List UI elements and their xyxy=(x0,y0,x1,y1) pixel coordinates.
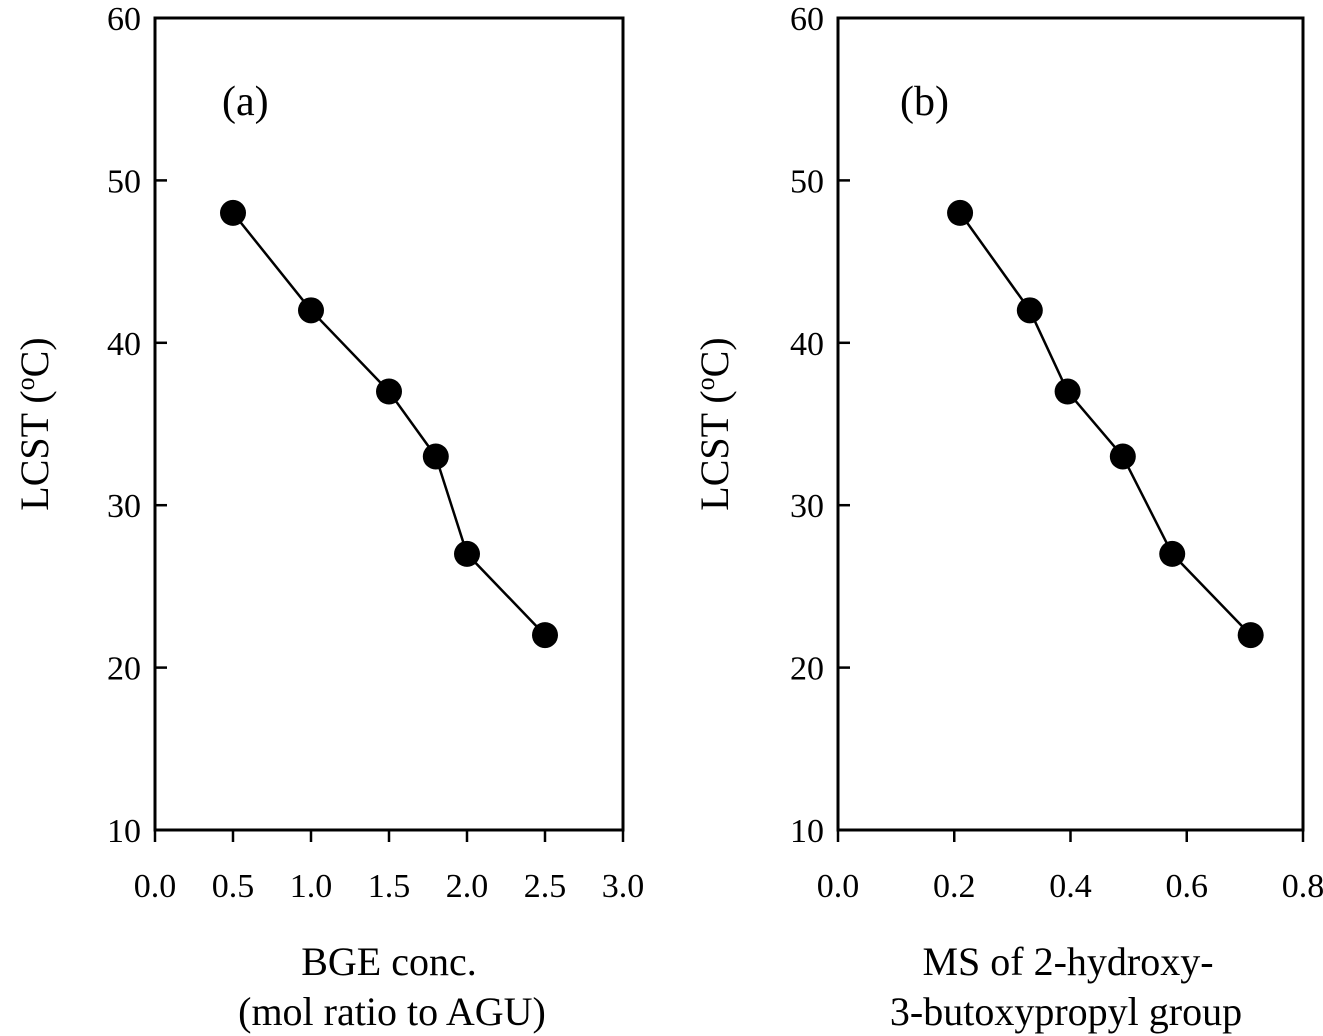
data-point-b-3 xyxy=(1109,443,1136,470)
x-tick-label-a-0: 0.0 xyxy=(134,868,177,905)
x-tick-label-b-2: 0.4 xyxy=(1049,868,1092,905)
x-axis-title-b-line1: MS of 2-hydroxy- xyxy=(922,939,1213,984)
y-tick-label-b-4: 50 xyxy=(790,163,824,200)
data-point-a-4 xyxy=(454,540,480,567)
x-tick-label-a-1: 0.5 xyxy=(212,868,255,905)
y-tick-label-a-3: 40 xyxy=(107,326,141,363)
y-tick-label-a-1: 20 xyxy=(107,651,141,688)
y-tick-label-b-0: 10 xyxy=(790,813,824,850)
panel-label-a: (a) xyxy=(222,79,269,125)
y-tick-label-a-2: 30 xyxy=(107,488,141,525)
x-tick-label-b-1: 0.2 xyxy=(933,868,976,905)
x-tick-label-a-6: 3.0 xyxy=(602,868,645,905)
panel-b: 10 20 30 40 50 60 0.0 0.2 0.4 0.6 0.8 (b) LCST (o… xyxy=(691,1,1323,1034)
panel-label-b: (b) xyxy=(900,79,949,125)
data-point-a-0 xyxy=(220,199,246,226)
data-point-a-5 xyxy=(532,622,558,649)
data-point-a-1 xyxy=(298,297,324,324)
x-tick-label-b-0: 0.0 xyxy=(817,868,860,905)
y-tick-label-b-3: 40 xyxy=(790,326,824,363)
y-tick-label-b-2: 30 xyxy=(790,488,824,525)
x-ticks-a: 0.0 0.5 1.0 1.5 2.0 2.5 3.0 xyxy=(134,830,645,905)
y-ticks-a: 10 20 30 40 50 60 xyxy=(107,1,167,850)
data-point-b-0 xyxy=(947,199,974,226)
y-tick-label-a-5: 60 xyxy=(107,1,141,38)
y-axis-title-a: LCST (oC) xyxy=(11,337,57,510)
data-point-a-3 xyxy=(422,443,449,470)
y-tick-label-b-5: 60 xyxy=(790,1,824,38)
panel-a: 10 20 30 40 50 60 0.0 0.5 1.0 1.5 2.0 2.5 3.0 (a) L… xyxy=(11,1,644,1034)
data-point-b-4 xyxy=(1159,540,1186,567)
data-point-b-1 xyxy=(1016,297,1043,324)
y-axis-title-b: LCST (oC) xyxy=(691,337,737,510)
y-ticks-b: 10 20 30 40 50 60 xyxy=(790,1,850,850)
x-ticks-b: 0.0 0.2 0.4 0.6 0.8 xyxy=(817,830,1323,905)
x-axis-title-b-line2: 3-butoxypropyl group xyxy=(890,989,1242,1034)
data-points-b xyxy=(947,199,1264,649)
plot-frame-a xyxy=(153,16,625,832)
x-tick-label-b-3: 0.6 xyxy=(1166,868,1209,905)
x-tick-label-b-4: 0.8 xyxy=(1282,868,1323,905)
series-line-b xyxy=(959,212,1252,636)
y-tick-label-a-0: 10 xyxy=(107,813,141,850)
x-axis-title-a-line1: BGE conc. xyxy=(301,939,477,984)
series-line-a xyxy=(232,212,546,636)
data-points-a xyxy=(220,199,558,649)
x-tick-label-a-3: 1.5 xyxy=(368,868,411,905)
x-tick-label-a-2: 1.0 xyxy=(290,868,333,905)
x-axis-title-a-line2: (mol ratio to AGU) xyxy=(238,989,546,1034)
data-point-b-2 xyxy=(1054,378,1081,405)
plot-frame-b xyxy=(836,16,1305,832)
data-point-a-2 xyxy=(376,378,402,405)
y-tick-label-b-1: 20 xyxy=(790,651,824,688)
x-tick-label-a-4: 2.0 xyxy=(446,868,489,905)
data-point-b-5 xyxy=(1237,622,1264,649)
y-tick-label-a-4: 50 xyxy=(107,163,141,200)
x-tick-label-a-5: 2.5 xyxy=(524,868,567,905)
